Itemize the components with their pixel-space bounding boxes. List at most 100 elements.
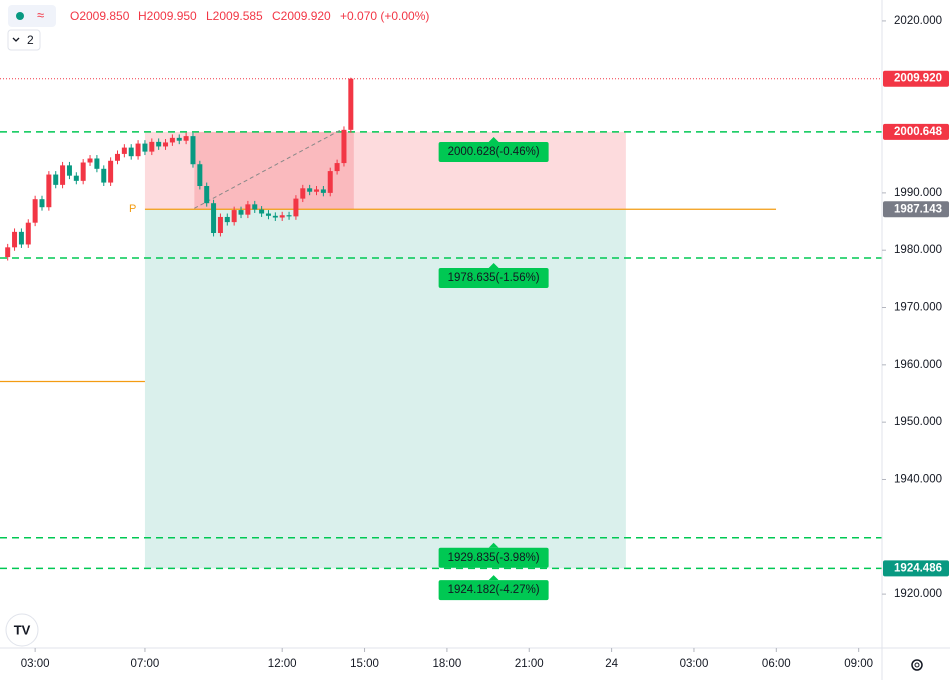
target-box [438, 141, 549, 162]
target-box [438, 268, 549, 289]
high-value: H2009.950 [138, 9, 197, 23]
candle-body [341, 129, 347, 164]
candle-body [334, 163, 340, 172]
candle-body [190, 136, 196, 165]
candle-body [252, 204, 258, 210]
candle-body [46, 174, 52, 208]
price-label: 2000.648 [894, 126, 943, 138]
status-dot [16, 12, 24, 20]
candle-body [204, 186, 210, 204]
indicators-toggle[interactable] [7, 29, 41, 51]
x-tick-label: 07:00 [131, 658, 160, 670]
tv-logo: TV [5, 613, 39, 647]
entry-label: P [129, 203, 136, 215]
candle-body [238, 210, 244, 215]
settings-icon[interactable] [911, 659, 923, 671]
x-tick-label: 09:00 [844, 658, 873, 670]
candle-body [73, 175, 79, 181]
candle-body [176, 137, 182, 141]
target-label: 1978.635(-1.56%) [448, 272, 540, 284]
y-tick-label: 1980.000 [894, 244, 942, 256]
target-pointer [488, 542, 499, 548]
low-value: L2009.585 [206, 9, 263, 23]
close-value: C2009.920 [272, 9, 331, 23]
y-tick-label: 1920.000 [894, 588, 942, 600]
candle-body [265, 213, 271, 216]
candle-body [60, 165, 66, 185]
indicator-count: 2 [27, 33, 34, 47]
candle-body [286, 215, 292, 217]
open-value: O2009.850 [70, 9, 130, 23]
price-label-box [883, 70, 949, 87]
x-tick-label: 15:00 [350, 658, 379, 670]
chevron-icon [12, 37, 20, 42]
y-tick-label: 1960.000 [894, 359, 942, 371]
target-label: 1924.182(-4.27%) [448, 584, 540, 596]
plot-area: P 2000.628(-0.46%) 1978.635(-1.56%) 1929.83… [0, 77, 882, 601]
candle-body [114, 153, 120, 161]
price-label: 1987.143 [894, 203, 942, 215]
price-label-box [883, 123, 949, 140]
candle-body [94, 158, 100, 169]
candle-body [53, 174, 59, 185]
candle-body [224, 216, 230, 223]
candle-body [121, 147, 127, 154]
candle-body [197, 164, 203, 187]
candle-body [149, 141, 155, 152]
candle-body [25, 222, 31, 245]
candle-body [5, 247, 11, 258]
axes: 2020.000 1990.000 1980.000 1970.000 1960.000… [21, 15, 949, 670]
target-pointer [488, 575, 499, 581]
candle-body [272, 215, 278, 218]
candle-body [183, 136, 189, 141]
candle-body [217, 216, 223, 234]
candle-body [231, 210, 237, 223]
x-tick-label: 21:00 [515, 658, 544, 670]
wave-icon: ≈ [37, 7, 44, 22]
candle-body [327, 171, 333, 193]
candle-body [80, 162, 86, 181]
candle-body [12, 231, 18, 248]
target-label: 1929.835(-3.98%) [448, 552, 540, 564]
candle-body [128, 147, 134, 157]
y-tick-label: 1940.000 [894, 474, 942, 486]
target-box [438, 580, 549, 601]
candle-body [18, 231, 24, 245]
y-tick-label: 1950.000 [894, 416, 942, 428]
candle-body [211, 203, 217, 234]
candle-body [348, 78, 354, 130]
price-label-box [883, 560, 949, 577]
status-pill[interactable] [8, 5, 56, 27]
candle-body [259, 209, 265, 214]
candle-body [169, 137, 175, 143]
candle-body [32, 199, 38, 223]
target-pointer [488, 263, 499, 269]
target-box [438, 547, 549, 568]
x-tick-label: 18:00 [433, 658, 462, 670]
candle-body [142, 143, 148, 152]
x-tick-label: 24 [605, 658, 618, 670]
x-tick-label: 06:00 [762, 658, 791, 670]
candle-body [156, 141, 162, 147]
legend-header: ≈ O2009.850 H2009.950 L2009.585 C2009.92… [7, 5, 429, 51]
target-pointer [488, 136, 499, 142]
filled-zone [194, 131, 354, 210]
x-tick-label: 03:00 [21, 658, 50, 670]
x-tick-label: 12:00 [268, 658, 297, 670]
candle-body [314, 189, 320, 192]
candle-body [108, 160, 114, 183]
price-label: 2009.920 [894, 73, 942, 85]
svg-text:TV: TV [14, 622, 31, 637]
candle-body [101, 168, 107, 183]
y-tick-label: 1990.000 [894, 187, 942, 199]
candle-body [320, 189, 326, 193]
target-zone [144, 209, 626, 569]
candle-body [293, 198, 299, 217]
candle-body [279, 215, 285, 218]
y-tick-label: 2020.000 [894, 15, 942, 27]
x-tick-label: 03:00 [680, 658, 709, 670]
candle-body [307, 188, 313, 192]
candle-body [87, 158, 93, 163]
target-label: 2000.628(-0.46%) [448, 146, 540, 158]
